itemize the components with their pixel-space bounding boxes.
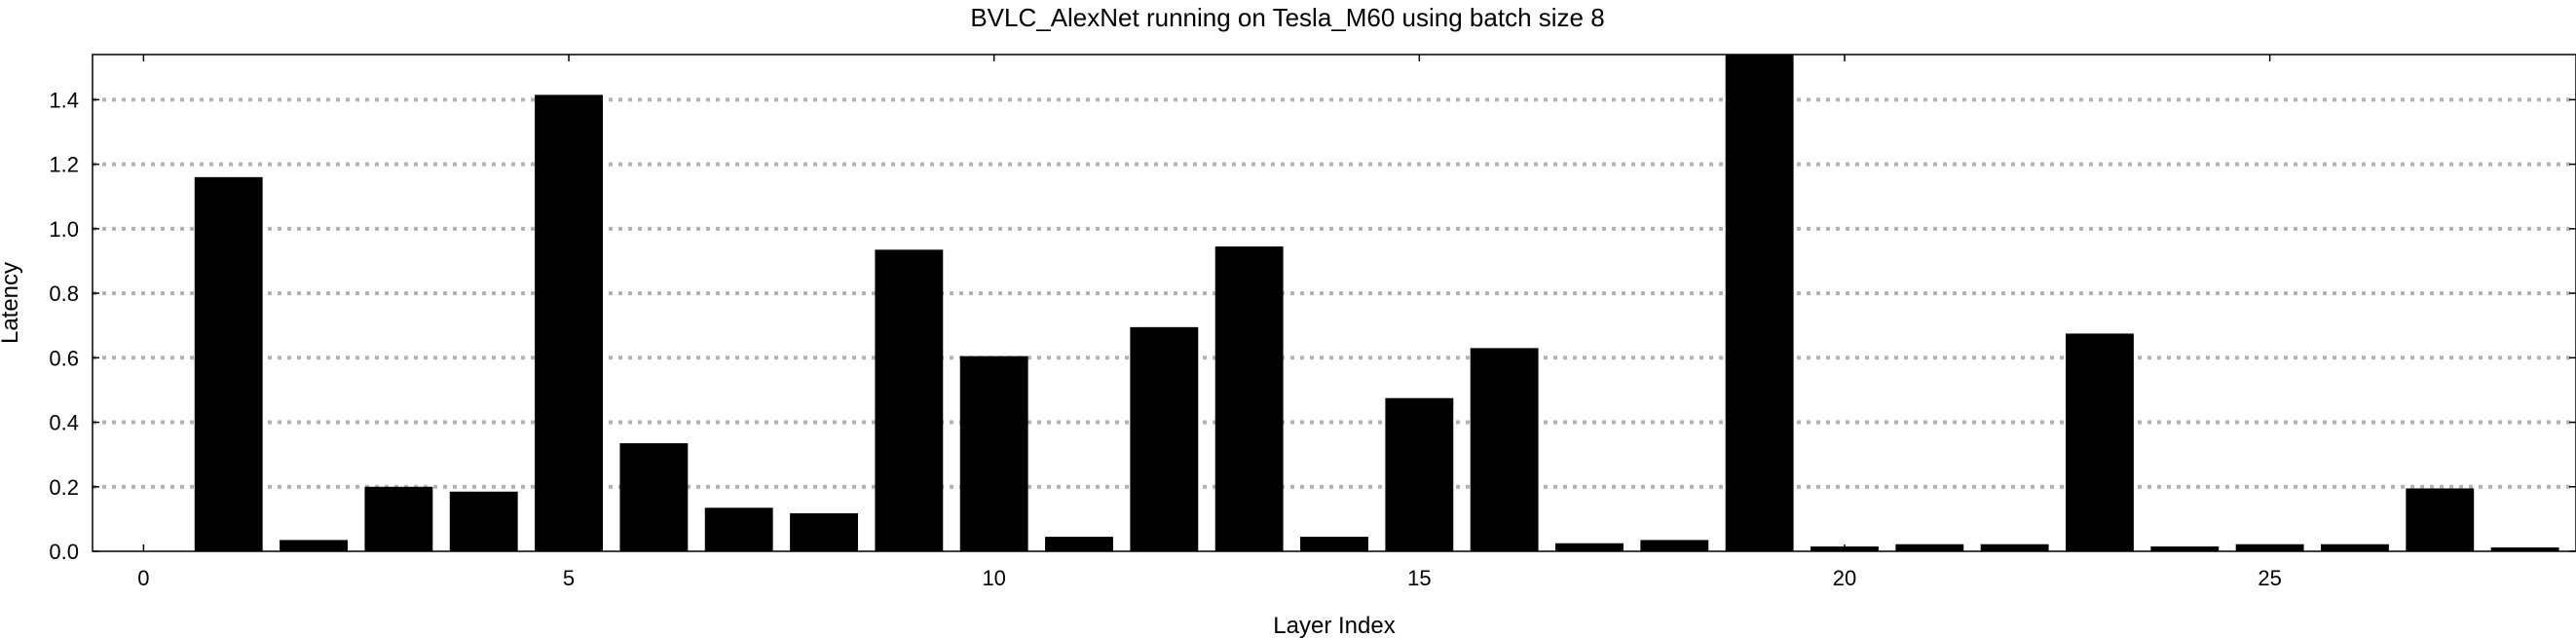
- bar: [790, 512, 858, 551]
- plot-frame: [92, 54, 2576, 552]
- gridlines: [93, 97, 2576, 489]
- bar: [1640, 540, 1709, 551]
- y-axis-ticks: 0.0 0.2 0.4 0.6 0.8 1.0 1.2 1.4: [49, 88, 2576, 564]
- x-axis-ticks: 0 5 10 15 20 25: [137, 55, 2526, 590]
- bar: [875, 249, 944, 551]
- bar: [1130, 326, 1199, 551]
- x-tick-label: 25: [2258, 566, 2281, 590]
- y-tick-label: 0.8: [49, 281, 79, 306]
- y-tick-label: 1.2: [49, 153, 79, 177]
- bar: [1214, 246, 1284, 551]
- y-tick-label: 1.4: [49, 88, 79, 112]
- bar: [1555, 543, 1624, 551]
- bar: [1300, 537, 1368, 551]
- y-tick-label: 0.4: [49, 411, 79, 435]
- x-tick-label: 10: [982, 566, 1005, 590]
- y-axis-label: Latency: [0, 262, 23, 344]
- bar: [1725, 55, 1794, 551]
- bar: [619, 443, 689, 551]
- x-tick-label: 5: [563, 566, 575, 590]
- x-tick-label: 0: [137, 566, 149, 590]
- bar: [2066, 333, 2134, 551]
- bar: [449, 491, 518, 551]
- bar: [1470, 348, 1539, 551]
- x-tick-label: 20: [1833, 566, 1856, 590]
- bar: [2406, 488, 2475, 551]
- bar: [704, 507, 773, 551]
- bar: [194, 176, 263, 551]
- bar: [1045, 537, 1113, 551]
- bar: [280, 540, 348, 551]
- bar: [535, 94, 603, 551]
- y-tick-label: 1.0: [49, 217, 79, 242]
- y-tick-label: 0.2: [49, 475, 79, 500]
- bar: [1385, 397, 1454, 551]
- x-tick-label: 15: [1407, 566, 1431, 590]
- bar: [959, 356, 1028, 551]
- y-tick-label: 0.6: [49, 346, 79, 370]
- x-axis-label: Layer Index: [1273, 613, 1395, 638]
- bar: [364, 486, 433, 551]
- chart-title: BVLC_AlexNet running on Tesla_M60 using …: [970, 3, 1604, 32]
- y-tick-label: 0.0: [49, 540, 79, 564]
- bars: [194, 55, 2559, 551]
